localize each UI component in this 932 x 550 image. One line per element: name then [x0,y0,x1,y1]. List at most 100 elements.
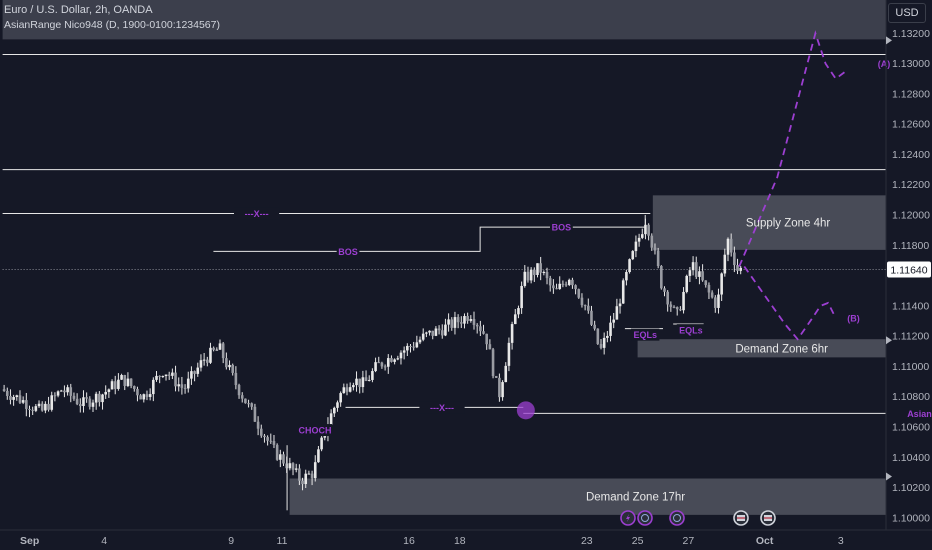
candle-body [491,349,495,377]
candle-body [158,375,161,377]
price-tick-label: 1.12800 [892,88,930,100]
time-tick-label: 25 [632,535,644,547]
candle-body [650,235,654,248]
candle-body [564,284,568,286]
icon-glyph [673,514,681,522]
candle-body [406,345,409,351]
candle-body [15,395,19,398]
candle-body [291,463,295,470]
candle-body [244,398,247,404]
candle-body [628,259,631,273]
annotation-label: EQLs [633,330,657,340]
candle-body [609,322,612,336]
candle-body [355,378,358,386]
indicator-label: AsianRange Nico948 (D, 1900-0100:1234567… [4,19,220,31]
candle-body [412,346,415,348]
candle-body [739,267,742,271]
candle-body [307,473,311,475]
candle-body [707,285,711,293]
candle-body [548,278,552,286]
time-tick-label: 4 [101,535,107,547]
candle-body [523,271,527,286]
candle-body [688,270,692,276]
candle-body [685,275,689,292]
currency-button[interactable]: USD [888,3,926,23]
annotation-label: (B) [847,314,860,324]
zone-label: Supply Zone 4hr [746,218,831,230]
candle-body [580,297,584,306]
candle-body [704,280,708,286]
candle-body [358,378,361,388]
price-tick-label: 1.12000 [892,210,930,222]
candle-body [269,440,273,442]
structure-layer [213,215,704,511]
time-axis[interactable]: Sep49111618232527Oct379 [20,535,932,547]
candle-body [139,395,142,400]
candle-body [323,435,327,438]
candle-body [485,333,488,345]
candle-body [329,413,333,425]
candle-body [129,378,133,387]
annotation-backdrop [631,328,660,341]
candle-body [66,387,69,393]
chart-title: Euro / U.S. Dollar, 2h, OANDA [4,4,153,16]
candle-body [434,328,438,336]
candle-body [231,364,234,373]
globe-icon [669,510,685,526]
candle-body [215,349,219,351]
candle-body [612,319,615,323]
annotation-label: ---X--- [245,209,269,219]
candle-body [380,362,384,367]
candle-body [253,406,257,422]
candle-body [142,394,146,400]
candle-body [288,463,292,469]
candle-body [155,375,158,380]
time-tick-label: 23 [581,535,593,547]
price-tick-label: 1.13000 [892,58,930,70]
candle-body [88,398,92,407]
candle-body [723,254,727,274]
candle-body [460,322,463,324]
candle-body [348,387,352,392]
annotation-label: Asian Low [907,409,932,419]
candle-body [418,339,422,343]
icon-glyph [641,514,649,522]
candle-body [545,271,549,279]
candle-body [148,394,152,397]
candle-body [91,402,95,407]
candle-body [666,291,669,305]
candle-body [167,374,171,376]
candle-body [577,289,581,298]
candle-body [272,441,276,445]
candle-body [339,393,342,403]
projection-path [743,265,837,341]
candle-body [110,381,114,390]
candle-body [44,403,47,411]
candle-body [266,437,269,441]
price-tick-label: 1.12200 [892,179,930,191]
candle-body [180,384,184,388]
candle-body [402,350,406,353]
candle-body [59,390,63,392]
candle-body [63,390,66,393]
candle-body [40,403,44,411]
candle-body [104,391,107,395]
candle-body [18,395,22,403]
candle-body [444,324,447,336]
candle-body [587,305,590,311]
candle-body [21,400,25,403]
candle-body [656,250,660,267]
candle-body [475,324,479,327]
candle-body [75,398,79,405]
candle-body [206,359,209,363]
candle-body [644,224,647,235]
annotation-backdrop [336,245,360,258]
candle-body [437,328,441,331]
candle-body [625,272,628,281]
candle-body [72,395,76,399]
candle-body [345,387,349,392]
candle-body [653,247,657,251]
candle-body [583,305,587,307]
price-axis[interactable]: 1.13200 1.13000 1.12800 1.12600 1.12400 1.122… [886,28,931,525]
